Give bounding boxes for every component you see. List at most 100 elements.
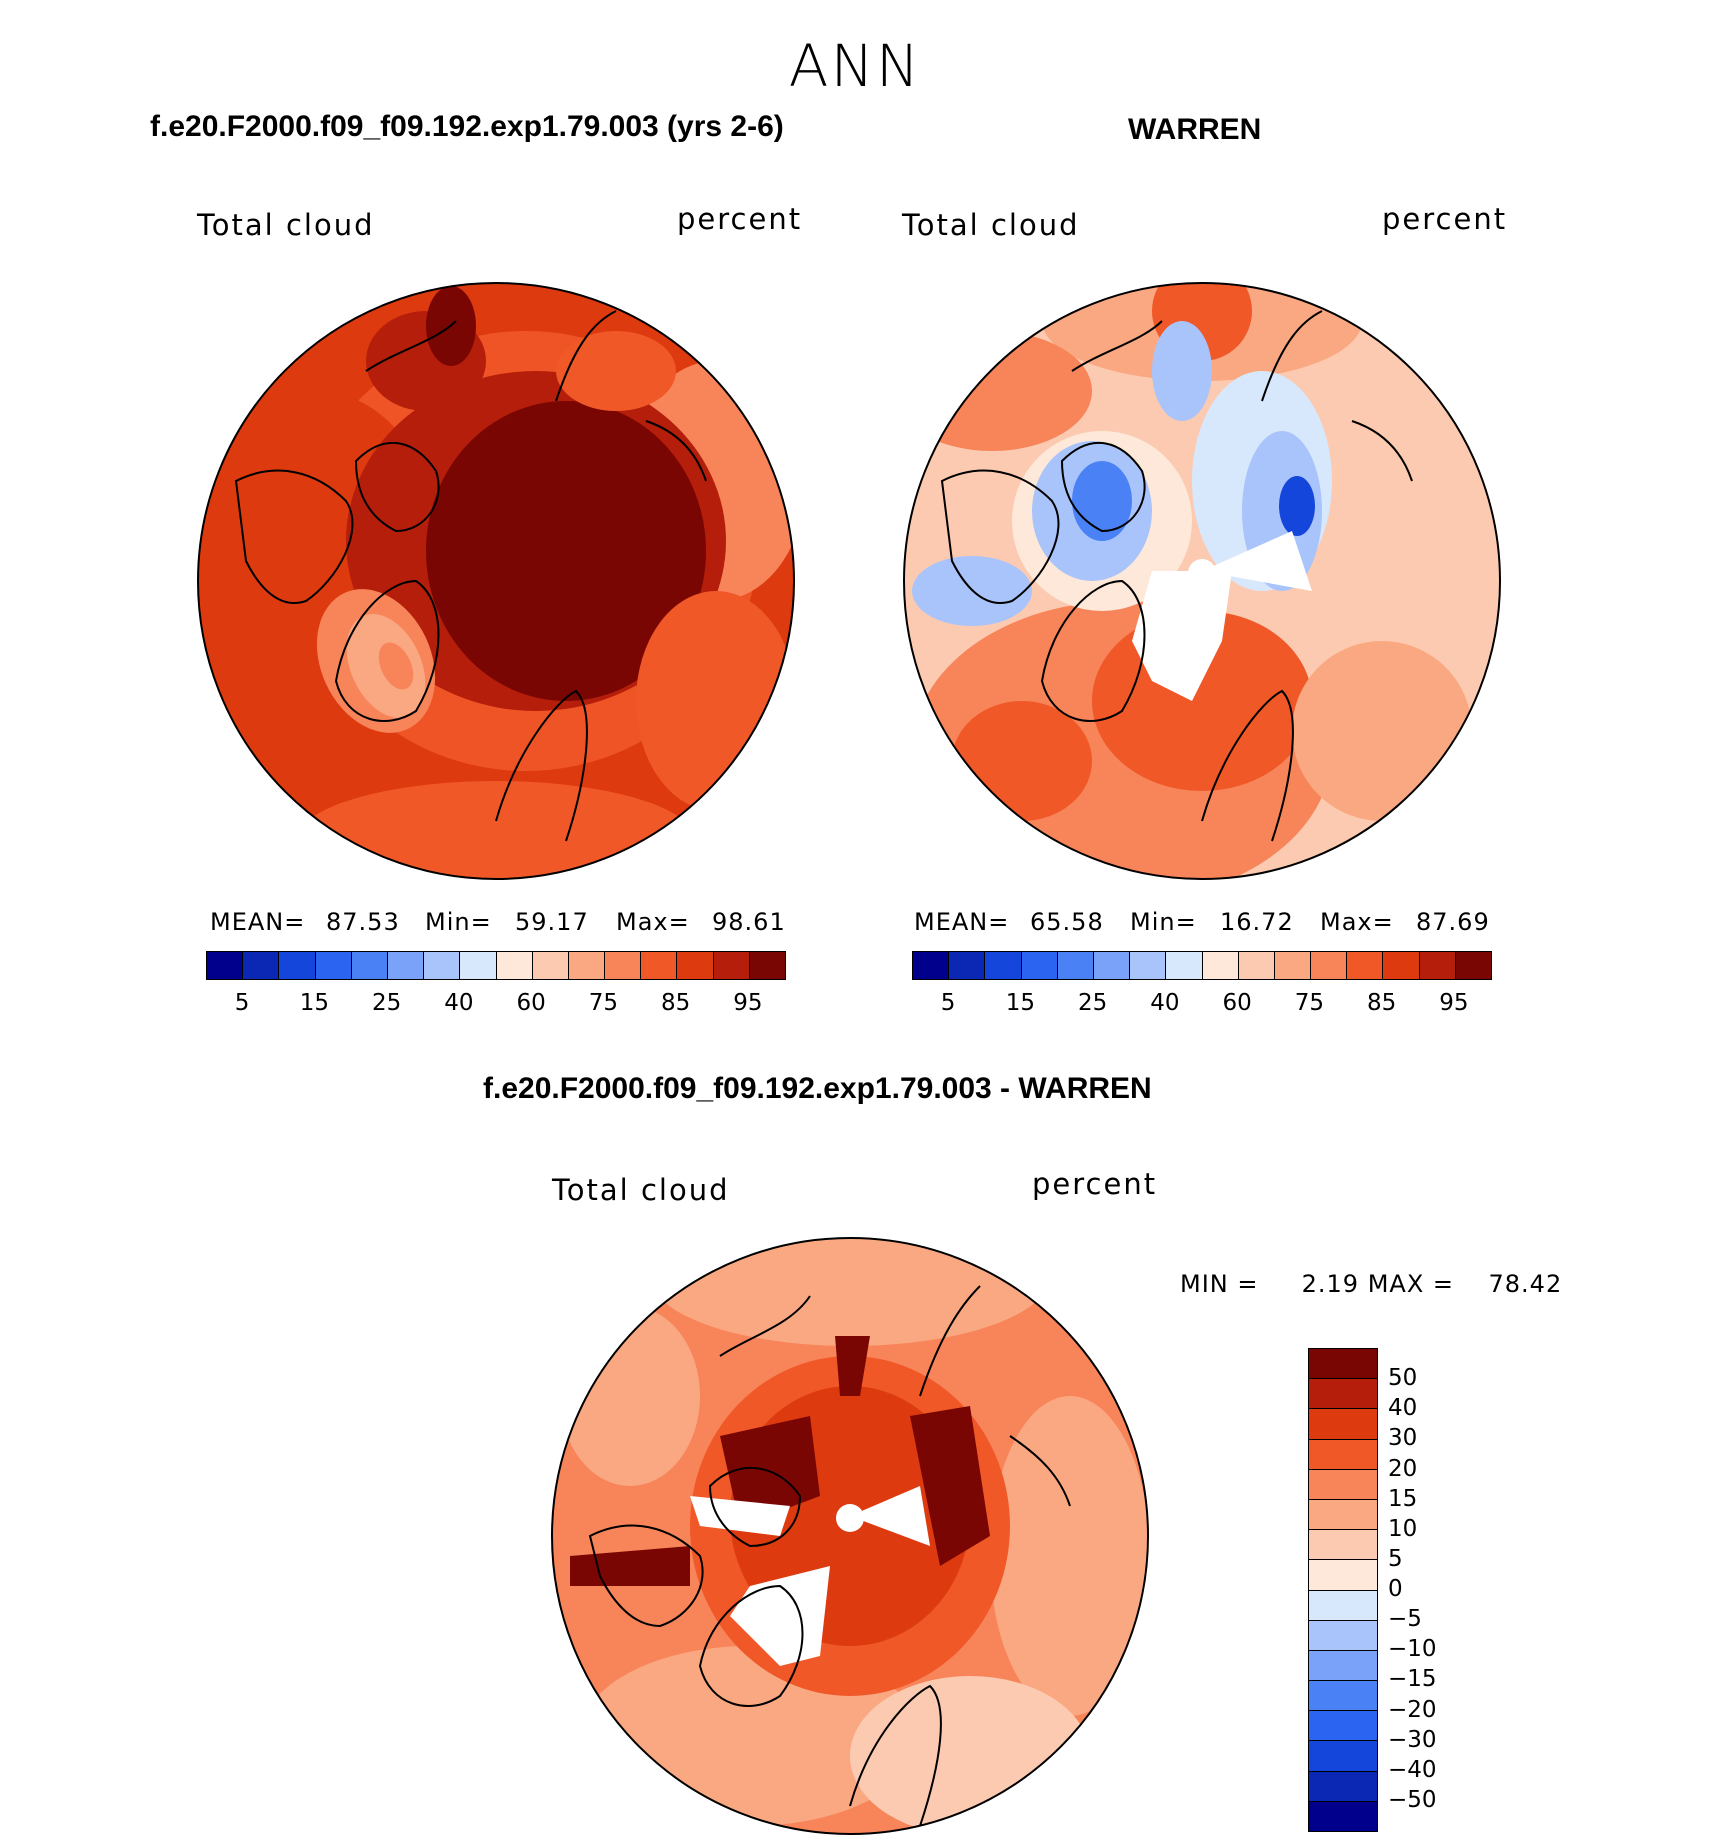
- cb2-boxes: [912, 951, 1492, 980]
- colorbar-box: [495, 952, 532, 979]
- colorbar-box: [1310, 952, 1347, 979]
- colorbar-box: [1309, 1619, 1377, 1650]
- colorbar-box: [640, 952, 677, 979]
- panel1-mean-value: 87.53: [326, 908, 400, 936]
- page-title: ANN: [788, 32, 922, 100]
- panel3-min-max: MIN = 2.19 MAX = 78.42: [1180, 1270, 1563, 1298]
- colorbar-tick-label: −20: [1388, 1696, 1437, 1723]
- colorbar-tick-label: 25: [1077, 990, 1108, 1016]
- colorbar-tick-label: 60: [1222, 990, 1252, 1016]
- colorbar-box: [1201, 952, 1238, 979]
- colorbar-box: [984, 952, 1021, 979]
- panel1-variable: Total cloud: [197, 208, 375, 242]
- colorbar-tick-label: 75: [1294, 990, 1325, 1016]
- colorbar-tick-label: 95: [1439, 990, 1469, 1016]
- colorbar-box: [567, 952, 605, 979]
- colorbar-box: [1454, 952, 1491, 979]
- colorbar-tick-label: 60: [516, 990, 546, 1016]
- colorbar-box: [350, 952, 387, 979]
- colorbar-box: [948, 952, 985, 979]
- colorbar-box: [1056, 952, 1093, 979]
- colorbar-tick-label: 10: [1388, 1515, 1418, 1542]
- colorbar-box: [1309, 1529, 1377, 1560]
- colorbar-tick-label: 0: [1388, 1576, 1403, 1602]
- panel2-min-label: Min=: [1130, 908, 1197, 936]
- panel1-min-value: 59.17: [515, 908, 589, 936]
- colorbar-box: [1309, 1498, 1377, 1530]
- colorbar-tick-label: 30: [1388, 1425, 1418, 1452]
- panel2-variable: Total cloud: [902, 208, 1080, 242]
- panel1-max-label: Max=: [616, 908, 690, 936]
- colorbar-tick-label: 5: [1388, 1545, 1403, 1572]
- colorbar-box: [207, 952, 243, 979]
- panel1-polar-map: [197, 282, 795, 880]
- panel1-mean-label: MEAN=: [210, 908, 306, 936]
- colorbar-tick-label: 50: [1388, 1365, 1418, 1392]
- colorbar-tick-label: 15: [299, 990, 330, 1016]
- colorbar-tick-label: 15: [1388, 1485, 1418, 1512]
- panel3-variable: Total cloud: [552, 1173, 730, 1207]
- colorbar-tick-label: −5: [1388, 1606, 1422, 1633]
- colorbar-box: [1020, 952, 1057, 979]
- panel2-colorbar-ticks: 5 15 25 40 60 75 85 95: [912, 990, 1490, 1020]
- colorbar-box: [1309, 1770, 1377, 1801]
- colorbar-box: [1309, 1408, 1377, 1439]
- panel1-case-title: f.e20.F2000.f09_f09.192.exp1.79.003 (yrs…: [150, 110, 784, 143]
- cb3-boxes: [1308, 1348, 1378, 1832]
- panel3-units: percent: [1032, 1167, 1158, 1201]
- panel2-max-label: Max=: [1320, 908, 1394, 936]
- colorbar-box: [1346, 952, 1383, 979]
- panel1-colorbar-ticks: 5 15 25 40 60 75 85 95: [206, 990, 784, 1020]
- colorbar-tick-label: −30: [1388, 1726, 1437, 1753]
- colorbar-box: [1309, 1710, 1377, 1741]
- colorbar-tick-label: 5: [940, 990, 956, 1016]
- colorbar-box: [1309, 1559, 1377, 1590]
- panel2-min-value: 16.72: [1220, 908, 1294, 936]
- colorbar-box: [1129, 952, 1166, 979]
- panel1-units: percent: [677, 202, 803, 236]
- panel3-case-title: f.e20.F2000.f09_f09.192.exp1.79.003 - WA…: [483, 1072, 1152, 1105]
- colorbar-box: [1165, 952, 1202, 979]
- panel3-colorbar: [1308, 1348, 1378, 1832]
- panel3-polar-map: [551, 1237, 1149, 1835]
- colorbar-box: [1273, 952, 1311, 979]
- colorbar-box: [712, 952, 749, 979]
- colorbar-tick-label: −40: [1388, 1756, 1437, 1783]
- colorbar-box: [1309, 1589, 1377, 1620]
- colorbar-tick-label: 25: [371, 990, 402, 1016]
- colorbar-tick-label: 40: [1388, 1395, 1418, 1422]
- colorbar-box: [1309, 1800, 1377, 1831]
- panel2-units: percent: [1382, 202, 1508, 236]
- colorbar-tick-label: 20: [1388, 1455, 1418, 1482]
- panel2-mean-label: MEAN=: [914, 908, 1010, 936]
- panel1-max-value: 98.61: [712, 908, 786, 936]
- colorbar-box: [1309, 1349, 1377, 1379]
- colorbar-box: [386, 952, 424, 979]
- colorbar-box: [1309, 1438, 1377, 1469]
- colorbar-box: [314, 952, 351, 979]
- colorbar-tick-label: 40: [444, 990, 474, 1016]
- colorbar-tick-label: 85: [1366, 990, 1397, 1016]
- colorbar-box: [459, 952, 496, 979]
- colorbar-tick-label: 75: [588, 990, 619, 1016]
- panel2-mean-value: 65.58: [1030, 908, 1104, 936]
- panel1-min-label: Min=: [425, 908, 492, 936]
- panel3-colorbar-ticks: 50 40 30 20 15 10 5 0 −5 −10 −15 −20 −30 −40 −50: [1388, 1348, 1468, 1832]
- colorbar-box: [423, 952, 460, 979]
- colorbar-box: [278, 952, 315, 979]
- panel2-colorbar: [912, 951, 1492, 980]
- panel2-max-value: 87.69: [1416, 908, 1490, 936]
- colorbar-box: [1309, 1740, 1377, 1771]
- cb1-boxes: [206, 951, 786, 980]
- colorbar-tick-label: −15: [1388, 1666, 1437, 1693]
- panel2-polar-map: [903, 282, 1501, 880]
- colorbar-box: [1309, 1649, 1377, 1681]
- colorbar-box: [676, 952, 713, 979]
- colorbar-tick-label: −50: [1388, 1786, 1437, 1813]
- colorbar-box: [604, 952, 641, 979]
- colorbar-box: [242, 952, 279, 979]
- colorbar-box: [913, 952, 949, 979]
- colorbar-tick-label: −10: [1388, 1636, 1437, 1663]
- colorbar-box: [1309, 1378, 1377, 1409]
- colorbar-box: [1309, 1680, 1377, 1711]
